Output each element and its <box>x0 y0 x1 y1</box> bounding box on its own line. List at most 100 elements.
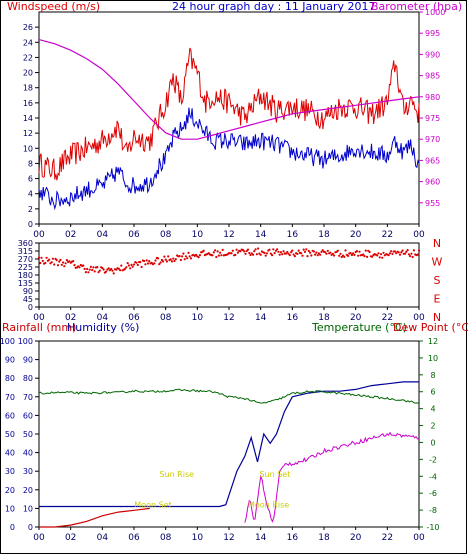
direction-point <box>350 253 353 257</box>
temp-tick-label: 2 <box>430 422 435 431</box>
x-tick-label: 06 <box>128 533 140 543</box>
direction-point <box>211 254 214 257</box>
direction-point <box>417 249 421 252</box>
x-tick-label: 16 <box>287 533 299 543</box>
direction-point <box>326 249 329 252</box>
direction-point <box>255 253 258 256</box>
y-tick-label: 24 <box>23 38 33 47</box>
direction-point <box>302 248 305 251</box>
direction-point <box>111 269 114 272</box>
x-tick-label: 14 <box>255 313 267 323</box>
y-tick-label: 22 <box>23 53 33 62</box>
direction-point <box>102 268 105 271</box>
direction-point <box>291 249 294 252</box>
direction-point <box>182 252 185 255</box>
direction-point <box>78 266 81 269</box>
direction-point <box>44 261 47 265</box>
rain-tick-label: 80 <box>5 374 15 383</box>
direction-point <box>400 251 403 254</box>
x-tick-label: 22 <box>382 313 393 323</box>
chart-title: 24 hour graph day : 11 January 2017 <box>172 0 376 13</box>
x-tick-label: 00 <box>33 313 45 323</box>
direction-point <box>321 249 324 252</box>
temperature-axis-label: Temperature (°C) <box>311 321 407 334</box>
direction-point <box>56 264 60 267</box>
y-tick-label: 0 <box>28 220 33 229</box>
compass-label: E <box>434 293 441 306</box>
direction-point <box>186 257 189 260</box>
direction-point <box>40 256 43 259</box>
y2-tick-label: 955 <box>425 199 440 208</box>
direction-point <box>286 250 289 254</box>
temp-tick-label: 0 <box>430 438 435 447</box>
rain-tick-label: 100 <box>0 337 15 346</box>
direction-point <box>127 264 130 267</box>
direction-point <box>265 252 269 255</box>
y-tick-label: 6 <box>28 175 33 184</box>
temp-tick-label: -10 <box>426 523 439 532</box>
direction-point <box>244 252 247 255</box>
direction-point <box>198 254 201 257</box>
direction-point <box>112 272 115 275</box>
direction-point <box>230 252 233 255</box>
direction-point <box>119 269 122 272</box>
y2-tick-label: 985 <box>425 72 440 81</box>
direction-point <box>407 253 410 256</box>
direction-point <box>416 253 419 256</box>
direction-point <box>316 254 319 257</box>
direction-point <box>64 262 67 265</box>
direction-point <box>307 249 310 253</box>
direction-point <box>136 263 139 267</box>
y-tick-label: 90 <box>23 287 33 296</box>
direction-point <box>257 247 260 250</box>
compass-label: N <box>433 311 441 324</box>
direction-point <box>45 256 48 259</box>
rain-tick-label: 60 <box>5 411 15 420</box>
direction-point <box>143 259 146 263</box>
humidity-tick-labels: 0 0 10 10 20 20 30 30 40 40 50 50 60 60 70 70 80 80 90 90 10… <box>0 337 39 532</box>
x-tick-label: 00 <box>413 533 425 543</box>
direction-point <box>215 255 218 259</box>
wind-plot-area <box>38 11 420 225</box>
direction-point <box>53 263 56 266</box>
rain-tick-label: 30 <box>5 467 15 476</box>
direction-point <box>333 254 336 257</box>
direction-point <box>59 258 62 261</box>
direction-point <box>231 249 234 252</box>
direction-point <box>115 268 118 271</box>
x-tick-label: 18 <box>318 533 330 543</box>
x-tick-label: 04 <box>97 230 109 240</box>
direction-point <box>409 255 412 258</box>
direction-point <box>293 255 296 258</box>
direction-point <box>288 254 291 257</box>
direction-point <box>347 254 350 257</box>
y-tick-label: 18 <box>23 84 33 93</box>
direction-point <box>144 263 147 266</box>
direction-point <box>287 252 290 255</box>
direction-point <box>390 250 393 253</box>
direction-point <box>388 252 391 255</box>
humidity-line <box>39 381 419 508</box>
astronomy-label: Moon Set <box>134 500 171 509</box>
direction-point <box>398 253 402 256</box>
direction-point <box>82 264 85 267</box>
y-tick-label: 26 <box>23 23 33 32</box>
direction-point <box>153 262 156 265</box>
direction-point <box>412 249 415 252</box>
direction-point <box>405 250 408 253</box>
rainfall-line <box>39 507 150 528</box>
direction-point <box>241 248 244 252</box>
x-tick-label: 06 <box>128 230 140 240</box>
x-tick-label: 04 <box>97 533 109 543</box>
direction-point <box>274 249 277 252</box>
direction-point <box>320 250 323 253</box>
direction-point <box>162 260 165 263</box>
direction-point <box>63 265 66 268</box>
x-tick-label: 22 <box>382 533 393 543</box>
direction-point <box>172 257 175 260</box>
direction-point <box>314 253 317 256</box>
x-tick-label: 22 <box>382 230 393 240</box>
direction-point <box>236 251 239 254</box>
direction-point <box>269 252 272 255</box>
